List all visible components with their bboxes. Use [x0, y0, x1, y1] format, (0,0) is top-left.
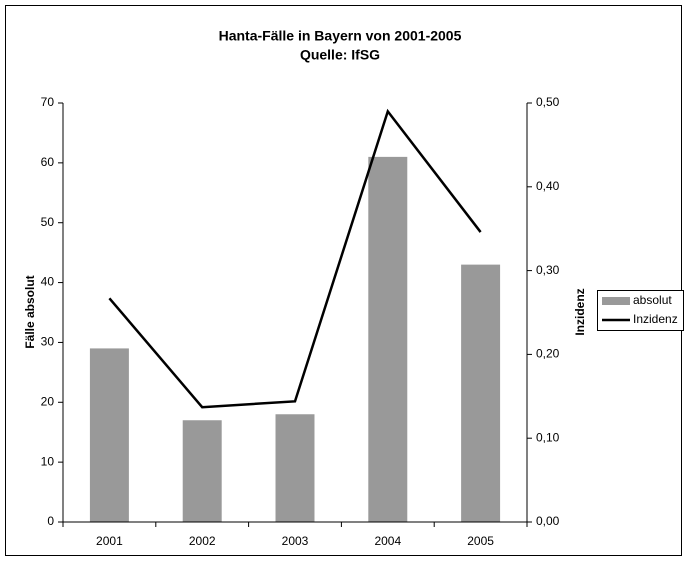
y2-tick-label: 0,30	[536, 263, 560, 277]
x-tick-label: 2002	[189, 534, 216, 548]
y-tick-label: 60	[41, 155, 55, 169]
y-tick-label: 0	[47, 514, 54, 528]
y-tick-label: 40	[41, 275, 55, 289]
y-tick-label: 10	[41, 454, 55, 468]
x-tick-label: 2001	[96, 534, 123, 548]
x-tick-label: 2005	[467, 534, 494, 548]
chart-title: Hanta-Fälle in Bayern von 2001-2005	[219, 28, 462, 44]
y-tick-label: 70	[41, 95, 55, 109]
x-tick-label: 2003	[282, 534, 309, 548]
legend-label: absolut	[633, 293, 672, 307]
y2-tick-label: 0,50	[536, 95, 560, 109]
bar	[182, 420, 222, 522]
y2-axis-title: Inzidenz	[573, 288, 587, 335]
y-tick-label: 50	[41, 215, 55, 229]
bar	[368, 156, 408, 522]
y2-tick-label: 0,10	[536, 430, 560, 444]
legend-swatch	[602, 297, 630, 305]
y-tick-label: 30	[41, 335, 55, 349]
bar	[275, 414, 315, 522]
y2-tick-label: 0,00	[536, 514, 560, 528]
bar	[461, 264, 501, 522]
bar	[89, 348, 129, 522]
chart-subtitle: Quelle: IfSG	[300, 47, 380, 63]
line	[108, 108, 482, 409]
legend-label: Inzidenz	[633, 312, 678, 326]
y-axis-title: Fälle absolut	[23, 275, 37, 348]
y2-tick-label: 0,20	[536, 347, 560, 361]
y2-tick-label: 0,40	[536, 179, 560, 193]
y-tick-label: 20	[41, 394, 55, 408]
x-tick-label: 2004	[374, 534, 401, 548]
